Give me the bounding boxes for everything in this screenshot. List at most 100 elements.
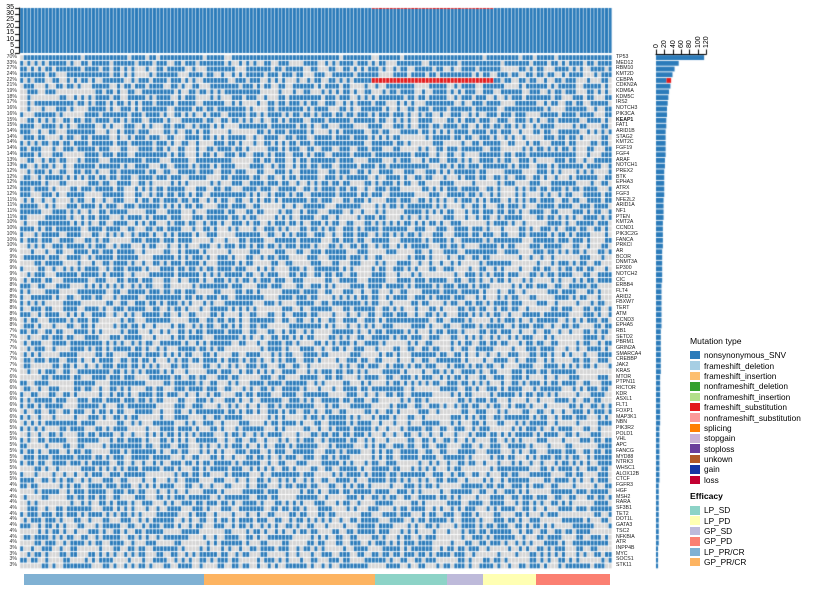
right-axis-tick-label: 20	[661, 40, 669, 48]
gene-name-label: NOTCH2	[616, 270, 638, 277]
gene-name-label: FGF19	[616, 145, 633, 152]
gene-name-label: IRS2	[616, 99, 628, 106]
gene-name-label: KMT2D	[616, 70, 634, 77]
gene-percent-label: 13%	[6, 162, 17, 169]
gene-name-label: ASXL1	[616, 396, 633, 403]
gene-name-label: PIK3CA	[616, 110, 635, 117]
gene-name-label: ARID1A	[616, 202, 635, 209]
gene-name-label: FGF3	[616, 190, 630, 197]
gene-percent-label: 18%	[6, 93, 17, 100]
legend-swatch-icon	[690, 475, 700, 485]
gene-percent-label: 7%	[9, 333, 18, 340]
gene-percent-label: 6%	[9, 413, 18, 420]
gene-name-label: BTK	[616, 173, 627, 180]
gene-percent-label: 5%	[9, 465, 18, 471]
gene-percent-label: 12%	[6, 185, 17, 192]
gene-name-label: ARID1B	[616, 128, 635, 135]
legend-item: nonsynonymous_SNV	[690, 350, 822, 360]
legend-item: splicing	[690, 423, 822, 433]
gene-percent-label: 11%	[7, 202, 17, 209]
top-axis-tick-label: 0	[10, 48, 14, 56]
gene-percent-label: 15%	[6, 122, 17, 129]
gene-percent-label: 19%	[6, 88, 17, 95]
gene-percent-label: 4%	[9, 482, 18, 489]
gene-percent-label: 8%	[9, 322, 18, 329]
legend-item: frameshift_insertion	[690, 371, 822, 381]
efficacy-bar-segment	[535, 574, 610, 585]
gene-name-label: JAK2	[616, 362, 629, 369]
legend-item-label: GP_PR/CR	[704, 557, 747, 568]
legend-swatch-icon	[690, 454, 700, 464]
gene-name-label: WHSC1	[616, 465, 635, 471]
right-axis-tick-label: 0	[653, 44, 660, 48]
right-axis-tick-label: 40	[669, 40, 677, 48]
gene-name-label: CCND3	[616, 316, 634, 323]
legend-item: nonframeshift_insertion	[690, 392, 822, 402]
efficacy-bar-segment	[375, 574, 448, 585]
efficacy-legend-items: LP_SD LP_PD GP_SD GP_PD LP_PR/CR GP_PR/CR	[690, 505, 822, 567]
gene-name-label: FAT1	[616, 122, 629, 129]
gene-name-label: NOTCH1	[616, 162, 638, 169]
top-axis-tick-label: 15	[6, 29, 14, 37]
gene-percent-label: 12%	[6, 190, 17, 197]
gene-percent-label: 10%	[6, 236, 17, 243]
legend-item-label: LP_PD	[704, 515, 731, 526]
efficacy-bar-segment	[447, 574, 484, 585]
gene-percent-label: 11%	[7, 213, 17, 220]
gene-percent-label: 17%	[6, 99, 17, 106]
gene-percent-label: 7%	[9, 327, 18, 334]
legend-item-label: frameshift_deletion	[704, 360, 775, 371]
gene-name-label: FGF4	[616, 150, 630, 157]
legend-item: stoploss	[690, 444, 822, 454]
gene-percent-label: 8%	[9, 305, 18, 312]
mutation-type-legend-items: nonsynonymous_SNV frameshift_deletion fram…	[690, 350, 822, 485]
gene-name-label: NFKBIA	[616, 533, 635, 540]
gene-percent-label: 6%	[9, 419, 18, 426]
gene-name-label: NFE2L2	[616, 196, 636, 203]
legend-swatch-icon	[690, 506, 700, 515]
gene-percent-label: 10%	[6, 219, 17, 226]
gene-percent-label: 5%	[9, 447, 18, 454]
gene-name-label: RB1	[616, 327, 627, 334]
gene-name-label: ALOX12B	[616, 470, 640, 477]
legend-item-label: stopgain	[704, 433, 736, 444]
gene-name-label: MED12	[616, 59, 634, 66]
gene-name-label: FLT4	[616, 287, 628, 294]
gene-name-label: RBM10	[616, 65, 634, 72]
gene-name-label: KDM6A	[616, 88, 634, 95]
gene-name-label: TP53	[616, 53, 629, 60]
gene-percent-label: 4%	[9, 522, 18, 529]
gene-percent-label: 14%	[6, 133, 17, 140]
gene-percent-label: 8%	[9, 293, 18, 300]
gene-name-label: EP300	[616, 265, 632, 272]
gene-name-label: SETD2	[616, 333, 633, 340]
gene-percent-label: 4%	[9, 499, 18, 506]
legend-item-label: LP_SD	[704, 505, 731, 516]
gene-name-label: NTRK3	[616, 459, 634, 466]
gene-name-label: NF1	[616, 208, 626, 214]
gene-percent-label: 14%	[6, 139, 17, 146]
right-axis-tick-label: 100	[694, 36, 702, 48]
legend-item-label: nonframeshift_insertion	[704, 391, 791, 402]
gene-percent-label: 10%	[6, 230, 17, 237]
gene-name-label: ATM	[616, 310, 627, 317]
gene-name-label: NOTCH3	[616, 105, 638, 112]
gene-name-label: BCOR	[616, 253, 631, 260]
gene-name-label: TSC2	[616, 527, 630, 534]
legend-item-label: GP_SD	[704, 526, 733, 537]
legend-swatch-icon	[690, 526, 700, 536]
legend-item-label: LP_PR/CR	[704, 546, 745, 557]
gene-percent-label: 5%	[9, 459, 18, 466]
gene-name-label: APC	[616, 442, 627, 449]
gene-name-label: PTPN11	[616, 379, 636, 386]
gene-percent-label: 3%	[9, 550, 18, 557]
gene-percent-label: 7%	[9, 350, 18, 357]
gene-name-label: FANCG	[616, 447, 634, 454]
gene-percent-label: 4%	[9, 504, 18, 511]
gene-percent-label: 14%	[6, 128, 17, 135]
gene-name-label: ARID2	[616, 293, 632, 300]
gene-name-label: ERBB4	[616, 282, 634, 289]
legend-item: nonframeshift_deletion	[690, 381, 822, 391]
